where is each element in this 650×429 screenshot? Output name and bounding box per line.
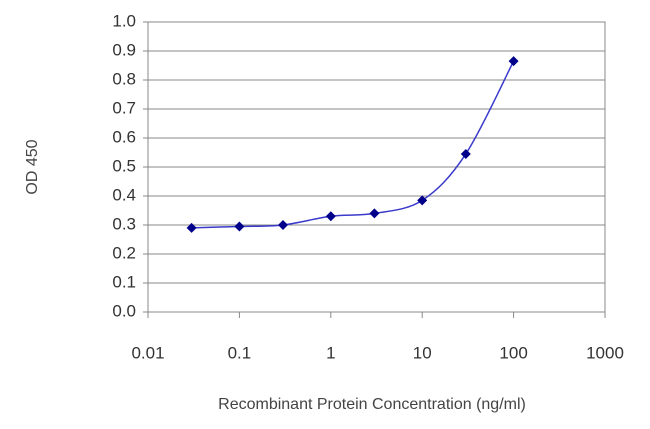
data-point <box>278 220 289 230</box>
y-tick-label: 0.5 <box>112 156 136 175</box>
x-tick-label: 100 <box>499 343 527 362</box>
x-tick-label: 0.01 <box>131 343 164 362</box>
y-tick-label: 0.4 <box>112 185 136 204</box>
y-tick-label: 0.7 <box>112 98 136 117</box>
x-tick-label: 0.1 <box>228 343 252 362</box>
data-point <box>417 195 428 206</box>
y-tick-label: 0.8 <box>112 69 136 88</box>
y-tick-label: 0.0 <box>112 301 136 320</box>
y-tick-label: 1.0 <box>112 11 136 30</box>
plot-border <box>147 21 606 313</box>
x-axis-title: Recombinant Protein Concentration (ng/ml… <box>218 396 526 413</box>
x-tick-label: 10 <box>413 343 432 362</box>
data-line <box>191 60 515 229</box>
data-point <box>186 222 197 233</box>
data-point <box>325 211 336 222</box>
data-point <box>234 221 245 232</box>
y-tick-label: 0.2 <box>112 243 136 262</box>
data-point <box>508 56 519 67</box>
y-axis-title: OD 450 <box>24 139 41 194</box>
data-point <box>460 148 471 159</box>
y-tick-label: 0.1 <box>112 272 136 291</box>
data-point <box>369 208 380 219</box>
y-tick-label: 0.3 <box>112 214 136 233</box>
y-tick-label: 0.9 <box>112 40 136 59</box>
y-tick-label: 0.6 <box>112 127 136 146</box>
x-tick-label: 1 <box>326 343 335 362</box>
x-tick-label: 1000 <box>586 343 624 362</box>
